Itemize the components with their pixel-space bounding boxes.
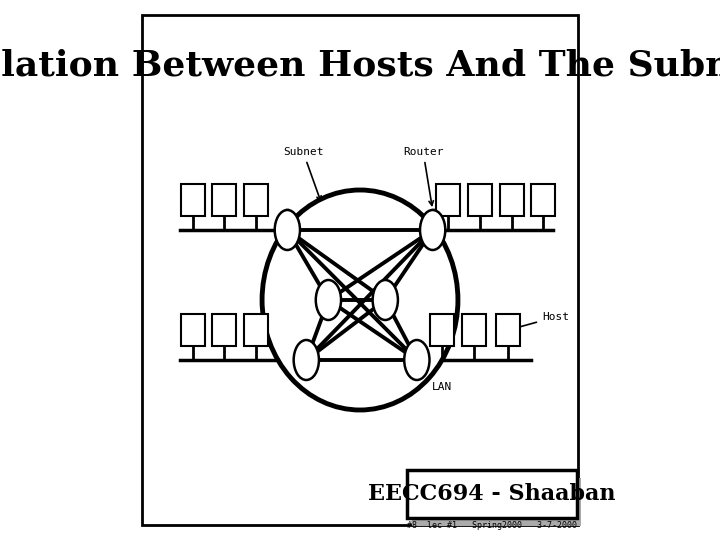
Text: Relation Between Hosts And The Subnet: Relation Between Hosts And The Subnet bbox=[0, 48, 720, 82]
Circle shape bbox=[316, 280, 341, 320]
Circle shape bbox=[275, 210, 300, 250]
Bar bbox=[468, 184, 492, 216]
Text: Router: Router bbox=[403, 147, 444, 205]
Bar bbox=[244, 184, 268, 216]
Ellipse shape bbox=[262, 190, 458, 410]
Text: Host: Host bbox=[513, 312, 569, 330]
Bar bbox=[212, 314, 236, 346]
Circle shape bbox=[420, 210, 445, 250]
Bar bbox=[436, 184, 461, 216]
Circle shape bbox=[294, 340, 319, 380]
Text: LAN: LAN bbox=[432, 382, 452, 392]
Bar bbox=[181, 184, 204, 216]
Bar bbox=[408, 470, 577, 518]
Circle shape bbox=[404, 340, 430, 380]
Bar bbox=[412, 478, 581, 526]
Text: Subnet: Subnet bbox=[283, 147, 323, 201]
Text: #8  lec #1   Spring2000   3-7-2000: #8 lec #1 Spring2000 3-7-2000 bbox=[407, 521, 577, 530]
Bar bbox=[181, 314, 204, 346]
Bar bbox=[462, 314, 486, 346]
Bar bbox=[500, 184, 523, 216]
Bar bbox=[497, 314, 521, 346]
Bar bbox=[430, 314, 454, 346]
Bar bbox=[244, 314, 268, 346]
Text: EECC694 - Shaaban: EECC694 - Shaaban bbox=[369, 483, 616, 505]
Circle shape bbox=[373, 280, 398, 320]
Bar bbox=[212, 184, 236, 216]
Bar bbox=[531, 184, 555, 216]
